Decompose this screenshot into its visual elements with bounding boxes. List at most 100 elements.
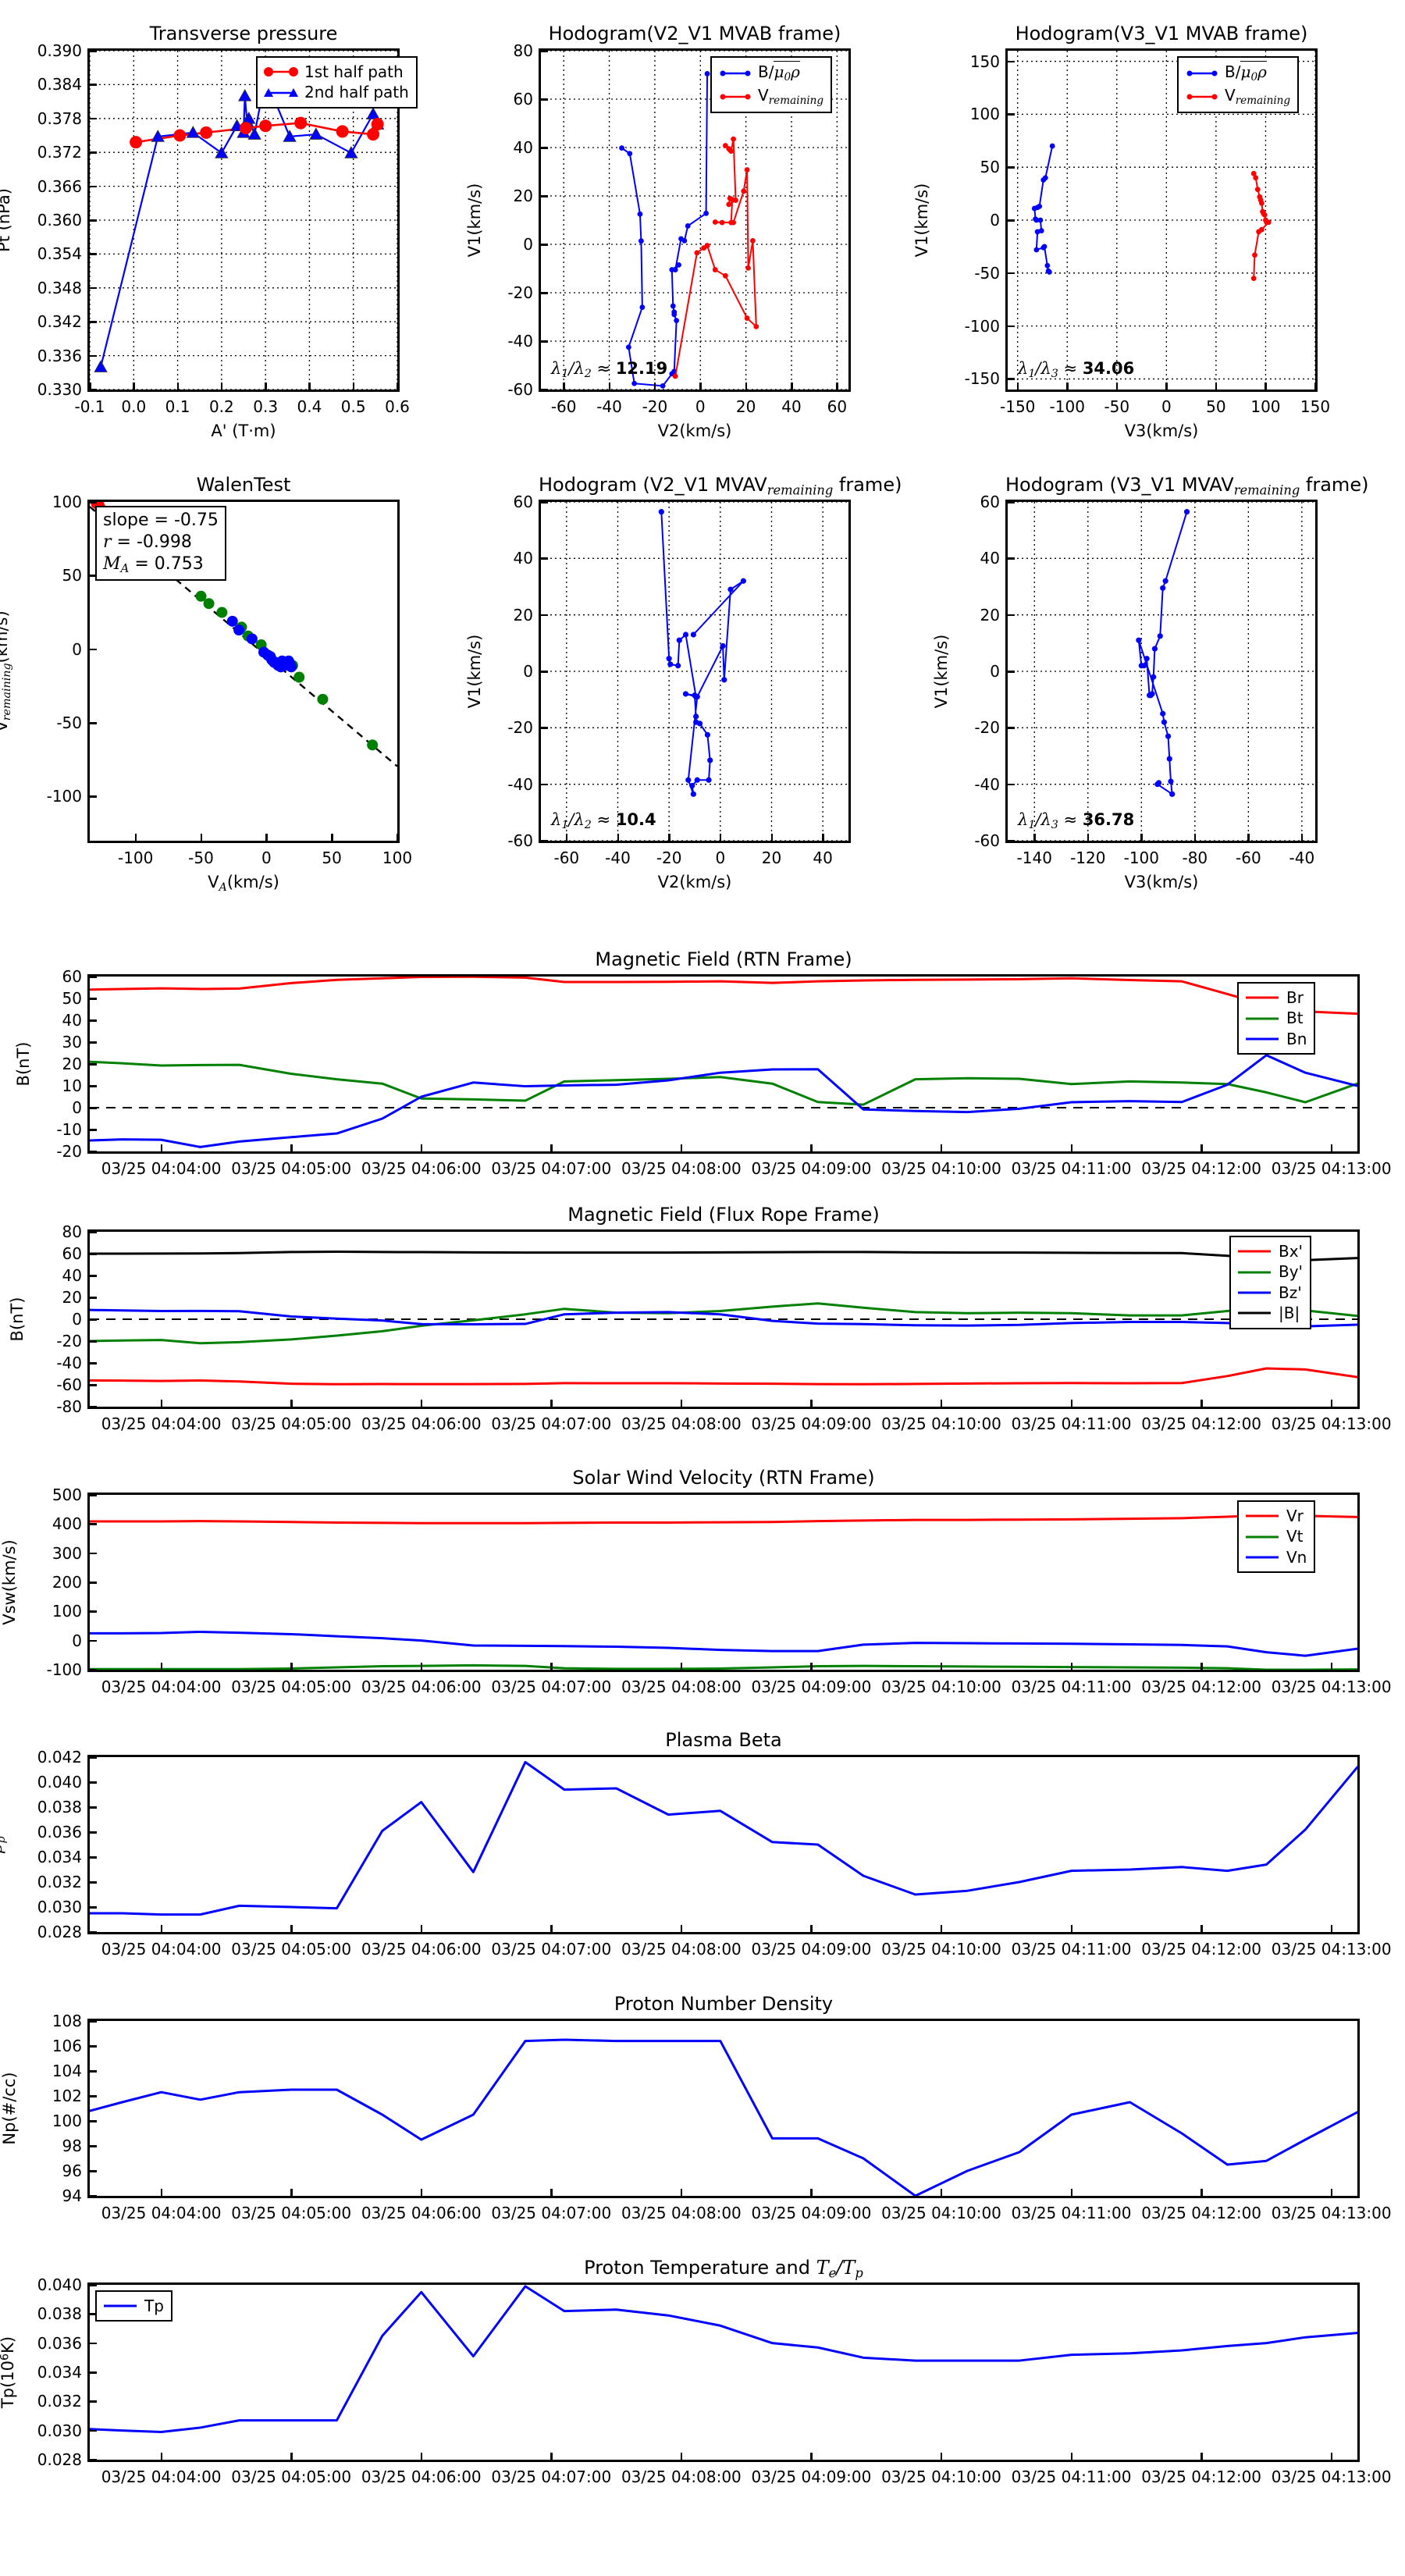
solar-wind-velocity-xtick-label: 03/25 04:10:00: [881, 1678, 1001, 1696]
hodogram-v2v1-mvab-xtick-label: 40: [781, 397, 802, 416]
hodogram-v3v1-mvav-ytick-label: -40: [974, 774, 1000, 794]
walen-ma: MA = 0.753: [103, 554, 204, 576]
hodogram-v3v1-mvab-xtick-label: -150: [1000, 397, 1036, 416]
hodogram-v2v1-mvav-ylabel: V1(km/s): [465, 634, 484, 709]
transverse-pressure-ytick-mark: [90, 117, 97, 120]
hodogram-v2v1-mvav-xtick-label: 20: [761, 849, 782, 867]
hodogram-v2v1-mvab-ylabel: V1(km/s): [465, 183, 484, 258]
magnetic-field-rtn-xtick-mark: [1200, 1144, 1203, 1151]
hodogram-v2v1-mvav-ytick-mark: [541, 671, 548, 673]
solar-wind-velocity-xtick-label: 03/25 04:11:00: [1011, 1678, 1132, 1696]
solar-wind-velocity-xtick-label: 03/25 04:08:00: [621, 1678, 742, 1696]
magnetic-field-flux-rope-xtick-label: 03/25 04:04:00: [101, 1414, 222, 1433]
proton-temperature-xtick-label: 03/25 04:05:00: [231, 2467, 352, 2486]
legend-label: 2nd half path: [304, 83, 409, 102]
proton-temperature-ytick-mark: [90, 2400, 97, 2403]
hodogram-v2v1-mvab-xtick-mark: [563, 382, 565, 390]
hodogram-v3v1-mvab-ytick-mark: [1008, 272, 1015, 275]
magnetic-field-flux-rope-ytick-mark: [90, 1362, 97, 1364]
magnetic-field-rtn-title: Magnetic Field (RTN Frame): [595, 948, 852, 970]
hodogram-v3v1-mvab-ytick-mark: [1008, 113, 1015, 116]
hodogram-v2v1-mvav-xtick-mark: [565, 834, 568, 841]
hodogram-v3v1-mvav-ytick-label: 0: [990, 662, 1000, 681]
hodogram-v3v1-mvab-ytick-label: 50: [980, 158, 1000, 177]
proton-number-density-ytick-label: 108: [52, 2012, 82, 2030]
hodogram-v2v1-mvab-legend[interactable]: B/μ0ρ Vremaining: [710, 56, 833, 114]
legend-row: Bz': [1236, 1283, 1303, 1303]
magnetic-field-rtn-legend[interactable]: Br Bt Bn: [1237, 982, 1316, 1055]
proton-temperature-xtick-mark: [550, 2453, 553, 2460]
magnetic-field-rtn-ytick-mark: [90, 1019, 97, 1022]
hodogram-v3v1-mvab-xtick-label: -100: [1049, 397, 1085, 416]
magnetic-field-rtn-ylabel: B(nT): [14, 1041, 33, 1087]
hodogram-v2v1-mvab-xtick-label: 60: [827, 397, 848, 416]
solar-wind-velocity-ytick-mark: [90, 1523, 97, 1525]
hodogram-v3v1-mvav-xtick-mark: [1300, 834, 1304, 841]
proton-temperature-legend[interactable]: Tp: [95, 2290, 173, 2322]
legend-row: B/μ0ρ: [717, 61, 823, 85]
magnetic-field-rtn-xtick-mark: [1070, 1144, 1073, 1151]
walen-test-ylabel: Vremaining(km/s): [0, 610, 13, 731]
plasma-beta-ytick-mark: [90, 1831, 97, 1834]
magnetic-field-rtn-ytick-mark: [90, 1085, 97, 1087]
solar-wind-velocity-legend[interactable]: Vr Vt Vn: [1237, 1500, 1316, 1574]
hodogram-v3v1-mvab-xtick-mark: [1066, 382, 1069, 390]
plasma-beta-ytick-label: 0.034: [37, 1848, 82, 1866]
proton-number-density-ytick-mark: [90, 2020, 97, 2023]
legend-label: Bt: [1286, 1009, 1304, 1028]
hodogram-v3v1-mvab-xtick-mark: [1215, 382, 1218, 390]
magnetic-field-rtn-canvas: [90, 977, 1357, 1148]
proton-temperature-xtick-mark: [810, 2453, 813, 2460]
transverse-pressure-legend[interactable]: 1st half path 2nd half path: [256, 56, 418, 109]
proton-temperature-canvas: [90, 2285, 1357, 2434]
transverse-pressure-ytick-label: 0.372: [37, 143, 82, 162]
magnetic-field-flux-rope-ytick-mark: [90, 1231, 97, 1233]
hodogram-v2v1-mvab-xtick-label: -20: [642, 397, 668, 416]
walen-test-ytick-label: -50: [56, 713, 82, 733]
transverse-pressure-ytick-label: 0.378: [37, 109, 82, 128]
hodogram-v2v1-mvav-ytick-mark: [541, 783, 548, 786]
transverse-pressure-ytick-label: 0.354: [37, 244, 82, 264]
transverse-pressure-ytick-label: 0.336: [37, 346, 82, 365]
legend-label: Bn: [1286, 1029, 1307, 1048]
hodogram-v3v1-mvab-xtick-label: 50: [1206, 397, 1226, 416]
hodogram-v2v1-mvab-ytick-mark: [541, 98, 548, 101]
walen-test-ytick-mark: [90, 722, 97, 724]
solar-wind-velocity-ytick-label: -100: [46, 1660, 82, 1679]
solar-wind-velocity-ytick-label: 200: [52, 1573, 82, 1592]
plasma-beta-plot-area: [87, 1755, 1360, 1934]
walen-test-xtick-mark: [134, 834, 137, 841]
plasma-beta-xtick-mark: [550, 1925, 553, 1932]
transverse-pressure-xtick-mark: [220, 382, 223, 390]
transverse-pressure-ytick-mark: [90, 321, 97, 323]
solar-wind-velocity-ytick-label: 500: [52, 1485, 82, 1504]
magnetic-field-flux-rope-xtick-mark: [160, 1400, 163, 1407]
transverse-pressure-ytick-label: 0.366: [37, 176, 82, 196]
proton-number-density-ytick-label: 106: [52, 2037, 82, 2055]
magnetic-field-flux-rope-xtick-label: 03/25 04:07:00: [491, 1414, 612, 1433]
plasma-beta-ytick-mark: [90, 1806, 97, 1809]
proton-temperature-xtick-label: 03/25 04:12:00: [1141, 2467, 1262, 2486]
walen-test-xtick-mark: [331, 834, 333, 841]
magnetic-field-flux-rope-legend[interactable]: Bx' By' Bz' |B|: [1229, 1236, 1312, 1329]
solar-wind-velocity-xtick-mark: [680, 1663, 683, 1670]
transverse-pressure-xtick-label: 0.4: [297, 397, 322, 416]
magnetic-field-rtn-ytick-mark: [90, 998, 97, 1000]
magnetic-field-rtn-plot-area: [87, 974, 1360, 1154]
hodogram-v3v1-mvab-xtick-mark: [1314, 382, 1317, 390]
legend-swatch: [1236, 1247, 1272, 1256]
magnetic-field-flux-rope-ytick-label: 80: [62, 1222, 82, 1241]
hodogram-v2v1-mvav-ytick-label: 60: [513, 493, 533, 511]
magnetic-field-rtn-xtick-mark: [420, 1144, 423, 1151]
proton-temperature-xtick-label: 03/25 04:08:00: [621, 2467, 742, 2486]
hodogram-v3v1-mvab-canvas: [1008, 51, 1315, 390]
transverse-pressure-xtick-label: 0.5: [340, 397, 366, 416]
transverse-pressure-xtick-mark: [308, 382, 311, 390]
hodogram-v2v1-mvab-ytick-label: 60: [513, 90, 533, 109]
plasma-beta-ytick-label: 0.036: [37, 1823, 82, 1841]
proton-number-density-ytick-mark: [90, 2120, 97, 2122]
hodogram-v2v1-mvab-ytick-label: -40: [507, 332, 533, 350]
magnetic-field-flux-rope-ytick-mark: [90, 1340, 97, 1343]
hodogram-v3v1-mvab-legend[interactable]: B/μ0ρ Vremaining: [1177, 56, 1300, 114]
legend-swatch: [1244, 1532, 1280, 1542]
